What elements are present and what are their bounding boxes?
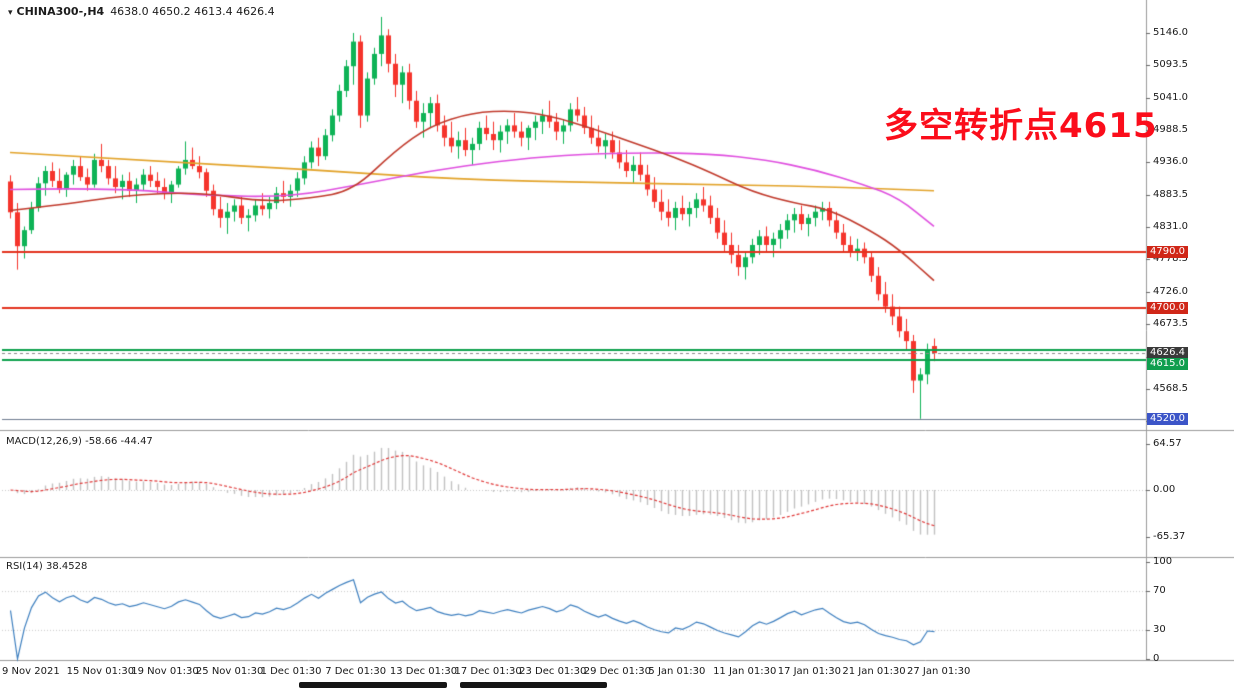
macd-axis-label: 0.00 (1153, 484, 1176, 495)
time-axis-label: 5 Jan 01:30 (648, 666, 706, 677)
symbol-timeframe-label: CHINA300-,H4 (16, 5, 105, 18)
macd-name: MACD(12,26,9) (6, 436, 82, 447)
collapse-triangle-icon[interactable]: ▾ (8, 8, 13, 18)
price-tag-4626.4: 4626.4 (1147, 347, 1188, 360)
price-tag-4790.0: 4790.0 (1147, 246, 1188, 259)
rsi-axis-label: 100 (1153, 556, 1173, 567)
bottom-bar-right (460, 682, 607, 688)
macd-axis-label: -65.37 (1153, 531, 1186, 543)
price-axis-label: 4568.5 (1153, 382, 1188, 394)
time-axis-label: 25 Nov 01:30 (195, 666, 264, 677)
time-axis-label: 29 Dec 01:30 (583, 666, 652, 677)
chart-title: ▾ CHINA300-,H4 4638.0 4650.2 4613.4 4626.4 (8, 5, 275, 18)
time-axis-label: 13 Dec 01:30 (389, 666, 458, 677)
price-axis-label: 5041.0 (1153, 91, 1188, 103)
price-axis-label: 4778.5 (1153, 253, 1188, 265)
price-axis-label: 4726.0 (1153, 285, 1188, 297)
price-axis-label: 4831.0 (1153, 221, 1188, 233)
price-axis-label: 5146.0 (1153, 26, 1188, 38)
macd-indicator-label: MACD(12,26,9) -58.66 -44.47 (6, 436, 153, 447)
time-axis-label: 17 Dec 01:30 (454, 666, 522, 677)
price-tag-4615.0: 4615.0 (1147, 358, 1188, 371)
price-axis-label: 4673.5 (1153, 318, 1188, 330)
rsi-axis-label: 0 (1153, 653, 1160, 664)
time-axis-label: 19 Nov 01:30 (131, 666, 199, 677)
price-axis-label: 4988.5 (1153, 124, 1188, 136)
price-tag-4520.0: 4520.0 (1147, 412, 1188, 425)
time-axis-label: 1 Dec 01:30 (260, 666, 322, 677)
time-axis-label: 9 Nov 2021 (2, 666, 60, 677)
time-axis-label: 11 Jan 01:30 (713, 666, 777, 677)
price-axis-label: 5093.5 (1153, 59, 1188, 71)
time-axis-label: 27 Jan 01:30 (907, 666, 971, 677)
price-tag-4700.0: 4700.0 (1147, 301, 1188, 314)
time-axis-label: 15 Nov 01:30 (66, 666, 135, 677)
rsi-indicator-label: RSI(14) 38.4528 (6, 561, 87, 572)
price-axis-label: 4936.0 (1153, 156, 1188, 168)
macd-values: -58.66 -44.47 (85, 436, 153, 447)
time-axis-label: 17 Jan 01:30 (777, 666, 842, 677)
rsi-value: 38.4528 (45, 561, 88, 572)
annotation-text: 多空转折点4615 (884, 106, 1158, 146)
price-axis-label: 4883.5 (1153, 188, 1188, 200)
macd-axis-label: 64.57 (1153, 437, 1182, 449)
ohlc-values: 4638.0 4650.2 4613.4 4626.4 (110, 5, 275, 18)
time-axis-label: 7 Dec 01:30 (325, 666, 387, 677)
time-axis-label: 21 Jan 01:30 (842, 666, 906, 677)
rsi-axis-label: 30 (1153, 623, 1166, 635)
time-axis-label: 23 Dec 01:30 (519, 666, 587, 677)
rsi-axis-label: 70 (1153, 585, 1166, 597)
rsi-name: RSI(14) (6, 561, 43, 572)
bottom-bar-left (299, 682, 447, 688)
